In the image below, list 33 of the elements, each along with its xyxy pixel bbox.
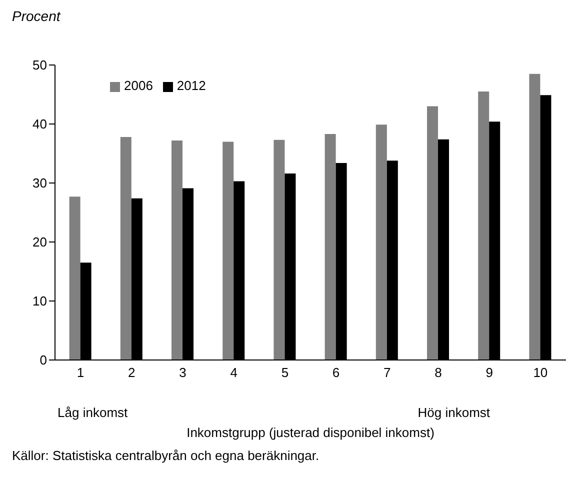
x-tick-label: 10 [533, 365, 548, 380]
bar [529, 74, 540, 360]
legend-label: 2012 [176, 78, 206, 93]
text: Låg inkomst [58, 405, 128, 420]
x-tick-label: 1 [76, 365, 84, 380]
y-axis-title: Procent [12, 8, 60, 24]
x-tick-label: 6 [332, 365, 340, 380]
bar [478, 92, 490, 360]
y-tick-label: 30 [32, 176, 47, 191]
bar [69, 196, 80, 360]
y-tick-label: 20 [32, 234, 47, 250]
bar [376, 124, 387, 360]
x-tick-label: 8 [434, 365, 442, 380]
x-axis-title: Inkomstgrupp (justerad disponibel inkomst) [186, 425, 436, 440]
y-tick-label: 10 [32, 294, 47, 309]
text: Hög inkomst [418, 405, 490, 420]
y-tick-label: 50 [32, 58, 47, 73]
x-tick-label: 2 [128, 365, 136, 380]
x-tick-label: 7 [384, 365, 391, 380]
x-tick-label: 4 [230, 365, 238, 380]
x-tick-label: 5 [281, 365, 289, 380]
bar [120, 136, 132, 360]
bar [324, 134, 336, 360]
x-tick-label: 3 [179, 365, 186, 380]
text: Källor: Statistiska centralbyrån och egna beräkningar. [12, 448, 320, 463]
bar [222, 142, 234, 360]
bar [427, 106, 438, 360]
bar [172, 140, 183, 360]
bar [274, 140, 285, 360]
y-tick-label: 40 [32, 116, 47, 132]
x-tick-label: 9 [486, 365, 493, 380]
legend-label: 2006 [124, 78, 153, 93]
y-tick-label: 0 [40, 352, 47, 368]
